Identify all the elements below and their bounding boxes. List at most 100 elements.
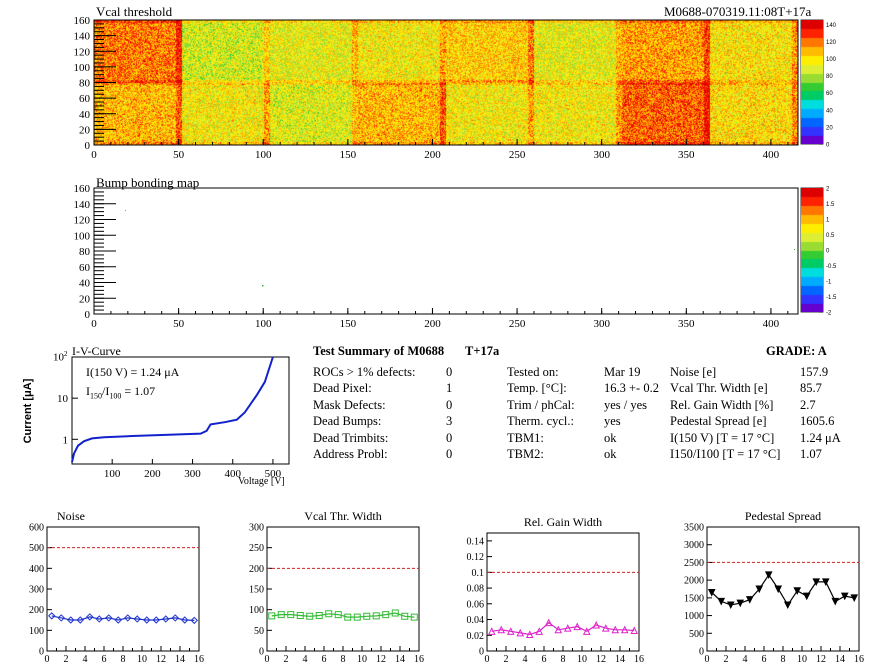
x-tick-label: 14 xyxy=(395,654,405,665)
summary-label: Trim / phCal: xyxy=(507,397,575,412)
data-point xyxy=(736,599,745,608)
vcal-map-panel: 0 50 100 150 200 250 300 350 400 0 20 40 60 80 100 120 1… xyxy=(0,0,896,170)
iv-x-tick-label: 500 xyxy=(265,468,282,480)
summary-label: Pedestal Spread [e] xyxy=(670,414,767,429)
data-point xyxy=(143,616,151,624)
x-tick-label: 2 xyxy=(284,654,289,665)
x-tick-label: 0 xyxy=(485,654,490,665)
chart-0: Noise 0 2 4 6 8 10 12 14 16 0 100 200 300 400 500 600 xyxy=(29,509,204,665)
data-point xyxy=(611,625,620,634)
data-point xyxy=(190,616,198,625)
data-point xyxy=(630,626,639,635)
summary-label: Address Probl: xyxy=(313,447,388,461)
x-tick-label: 8 xyxy=(781,654,786,665)
x-tick-label: 16 xyxy=(634,654,644,665)
summary-value: Mar 19 xyxy=(604,365,641,379)
iv-xlabel: Voltage [V] xyxy=(238,476,285,487)
data-point xyxy=(67,616,75,624)
y-tick-label: 0 xyxy=(699,647,704,658)
y-tick-label: 400 xyxy=(29,564,44,575)
x-tick-label: 14 xyxy=(835,654,845,665)
x-tick-label: 300 xyxy=(593,318,610,330)
iv-x-tick-label: 200 xyxy=(144,468,161,480)
y-tick-label: 600 xyxy=(29,523,44,534)
x-tick-label: 250 xyxy=(509,149,526,161)
bump-defect xyxy=(262,285,264,287)
summary-value: 0 xyxy=(446,397,453,412)
y-tick-label: 0.14 xyxy=(467,536,485,547)
iv-frame xyxy=(71,356,290,465)
y-tick-label: 60 xyxy=(79,262,91,274)
y-tick-label: 0.1 xyxy=(472,568,485,579)
y-tick-label: 160 xyxy=(74,183,91,195)
y-tick-label: 250 xyxy=(249,543,264,554)
x-tick-label: 12 xyxy=(376,654,386,665)
data-point xyxy=(783,601,792,610)
series-line xyxy=(711,573,855,607)
y-tick-label: 0.02 xyxy=(467,631,485,642)
y-tick-label: 200 xyxy=(29,605,44,616)
data-point xyxy=(850,594,859,602)
data-point xyxy=(124,614,132,622)
y-tick-label: 1000 xyxy=(684,611,704,622)
series-line xyxy=(271,612,415,618)
vcal-title: Vcal threshold xyxy=(96,4,173,19)
data-point xyxy=(363,612,371,620)
data-point xyxy=(372,612,380,620)
x-tick-label: 2 xyxy=(724,654,729,665)
y-tick-label: 100 xyxy=(74,230,91,242)
data-point xyxy=(410,613,418,621)
x-tick-label: 10 xyxy=(137,654,147,665)
x-tick-label: 14 xyxy=(615,654,625,665)
y-tick-label: 60 xyxy=(79,93,91,105)
summary-value: 0 xyxy=(446,430,453,445)
y-tick-label: 0 xyxy=(85,309,91,321)
x-tick-label: 10 xyxy=(797,654,807,665)
data-point xyxy=(353,613,361,621)
x-tick-label: 2 xyxy=(64,654,69,665)
x-tick-label: 8 xyxy=(121,654,126,665)
z-tick-label: 20 xyxy=(826,125,833,131)
data-point xyxy=(506,627,515,635)
summary-value: 1605.6 xyxy=(800,414,835,429)
data-point xyxy=(745,596,754,604)
x-tick-label: 250 xyxy=(509,318,526,330)
summary-label: Vcal Thr. Width [e] xyxy=(670,381,768,396)
chart-title: Pedestal Spread xyxy=(745,509,821,523)
y-tick-label: 140 xyxy=(74,31,91,43)
bump-map-panel: 0 50 100 150 200 250 300 350 400 0 20 40 60 80 100 120 1… xyxy=(0,170,896,330)
iv-x-tick-label: 400 xyxy=(224,468,241,480)
x-tick-label: 100 xyxy=(255,318,272,330)
x-tick-label: 4 xyxy=(523,654,528,665)
y-tick-label: 3500 xyxy=(684,523,704,534)
data-point xyxy=(315,611,323,619)
y-tick-label: 500 xyxy=(689,629,704,640)
y-tick-label: 2000 xyxy=(684,576,704,587)
x-tick-label: 100 xyxy=(255,149,272,161)
vcal-axes: 0 50 100 150 200 250 300 350 4000204060801001201… xyxy=(74,15,837,161)
y-tick-label: 50 xyxy=(254,626,264,637)
summary-value: 0 xyxy=(446,447,453,461)
iv-y-tick-label: 10 xyxy=(57,393,69,405)
z-tick-label: 1 xyxy=(826,218,830,224)
data-point xyxy=(114,616,122,624)
data-point xyxy=(401,612,409,620)
data-point xyxy=(793,587,802,595)
bump-defect xyxy=(125,210,126,211)
x-tick-label: 0 xyxy=(265,654,270,665)
summary-value: 3 xyxy=(446,414,453,429)
summary-label: I(150 V) [T = 17 °C] xyxy=(670,430,775,445)
data-point xyxy=(391,609,399,617)
z-tick-label: -1.5 xyxy=(826,295,837,301)
x-tick-label: 200 xyxy=(424,318,441,330)
x-tick-label: 200 xyxy=(424,149,441,161)
z-tick-label: -2 xyxy=(826,311,832,317)
x-tick-label: 4 xyxy=(83,654,88,665)
y-tick-label: 100 xyxy=(249,605,264,616)
x-tick-label: 6 xyxy=(102,654,107,665)
x-tick-label: 16 xyxy=(854,654,864,665)
iv-ratio-label: I150/I100 = 1.07 xyxy=(86,384,156,401)
x-tick-label: 0 xyxy=(91,149,97,161)
x-tick-label: 10 xyxy=(577,654,587,665)
y-tick-label: 100 xyxy=(29,626,44,637)
